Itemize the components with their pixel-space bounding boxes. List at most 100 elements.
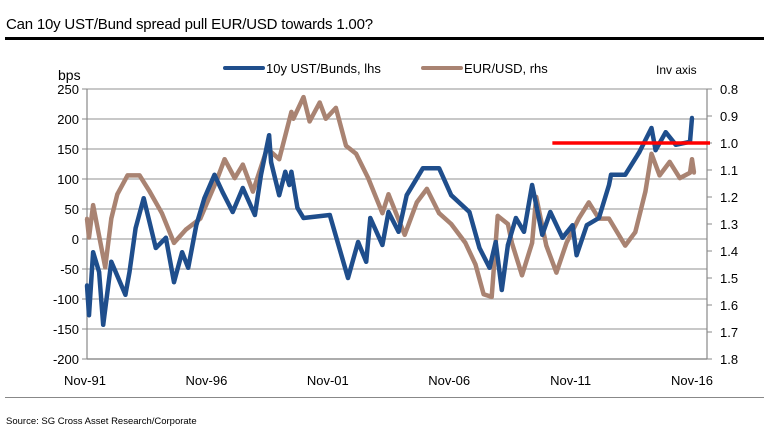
left-tick-label: 200 (57, 112, 79, 127)
data-point (289, 169, 294, 174)
data-point (87, 313, 92, 318)
data-point (402, 232, 407, 237)
data-point (505, 222, 510, 226)
data-point (252, 213, 257, 217)
data-point (141, 196, 146, 201)
data-point (667, 159, 672, 164)
data-point (437, 166, 442, 171)
data-point (574, 253, 579, 258)
data-point (97, 270, 102, 274)
right-tick-label: 0.8 (720, 82, 738, 97)
data-point (356, 240, 361, 244)
data-point (202, 196, 207, 201)
data-point (137, 173, 142, 178)
left-tick-label: -100 (53, 292, 79, 307)
data-point (307, 119, 312, 124)
data-point (643, 189, 648, 194)
data-point (623, 172, 628, 177)
data-point (548, 210, 553, 214)
data-point (505, 243, 510, 247)
data-point (366, 176, 371, 181)
data-point (343, 143, 348, 148)
data-point (180, 250, 185, 255)
data-point (163, 235, 168, 240)
data-point (85, 216, 89, 221)
data-point (346, 276, 351, 280)
x-tick-label: Nov-96 (185, 373, 227, 388)
legend: 10y UST/Bunds, lhs EUR/USD, rhs (223, 61, 548, 76)
data-point (663, 130, 668, 135)
data-point (269, 160, 274, 165)
data-point (596, 216, 601, 220)
data-point (184, 227, 189, 232)
data-point (584, 223, 589, 228)
data-point (277, 157, 282, 162)
data-point (133, 226, 138, 231)
data-point (463, 240, 468, 245)
data-point (653, 148, 658, 153)
data-point (301, 216, 306, 220)
data-point (576, 216, 581, 221)
right-tick-label: 1.7 (720, 325, 738, 340)
data-point (103, 265, 108, 270)
data-point (649, 126, 654, 130)
data-point (499, 288, 504, 292)
x-tick-label: Nov-01 (307, 373, 349, 388)
data-point (317, 100, 322, 105)
data-point (404, 193, 409, 198)
data-point (212, 172, 217, 177)
data-point (637, 150, 642, 154)
right-tick-label: 1.1 (720, 163, 738, 178)
data-point (283, 169, 288, 174)
left-axis-label: bps (58, 67, 81, 83)
right-tick-label: 1.2 (720, 190, 738, 205)
data-point (554, 270, 559, 275)
left-tick-label: -50 (60, 262, 79, 277)
data-point (240, 186, 245, 190)
data-point (513, 216, 518, 220)
data-point (560, 235, 565, 240)
x-tick-label: Nov-91 (64, 373, 106, 388)
data-point (301, 95, 306, 100)
data-point (91, 250, 96, 255)
x-tick-label: Nov-16 (671, 373, 713, 388)
data-point (609, 172, 614, 177)
footer-divider (5, 397, 764, 398)
data-point (564, 240, 569, 245)
data-point (85, 283, 89, 288)
axes: 250 200 150 100 50 0 -50 -100 -150 -200 0.8 0.9 1.0 1… (53, 82, 738, 388)
title-divider (5, 37, 764, 40)
data-point (522, 229, 527, 234)
data-point (449, 193, 454, 198)
data-point (327, 213, 332, 217)
data-point (623, 243, 628, 248)
data-point (125, 173, 130, 178)
data-point (333, 105, 338, 110)
data-point (186, 265, 191, 270)
data-point (449, 222, 454, 226)
x-tick-label: Nov-06 (428, 373, 470, 388)
series-line-eurusd (84, 94, 697, 300)
data-point (689, 115, 694, 120)
series-lines (84, 94, 710, 328)
legend-label-spread: 10y UST/Bunds, lhs (266, 61, 381, 76)
left-tick-label: 100 (57, 172, 79, 187)
x-tick-label: Nov-11 (550, 373, 591, 388)
left-tick-label: 150 (57, 142, 79, 157)
data-point (287, 183, 292, 187)
data-point (91, 203, 96, 208)
data-point (493, 240, 498, 244)
data-point (291, 116, 296, 121)
data-point (489, 294, 494, 299)
data-point (481, 292, 486, 297)
data-point (354, 151, 359, 156)
left-tick-label: 250 (57, 82, 79, 97)
data-point (109, 259, 114, 264)
data-point (687, 170, 692, 175)
right-tick-label: 0.9 (720, 109, 738, 124)
data-point (364, 259, 369, 264)
data-point (386, 192, 391, 197)
left-tick-label: -200 (53, 352, 79, 367)
data-point (570, 223, 575, 228)
